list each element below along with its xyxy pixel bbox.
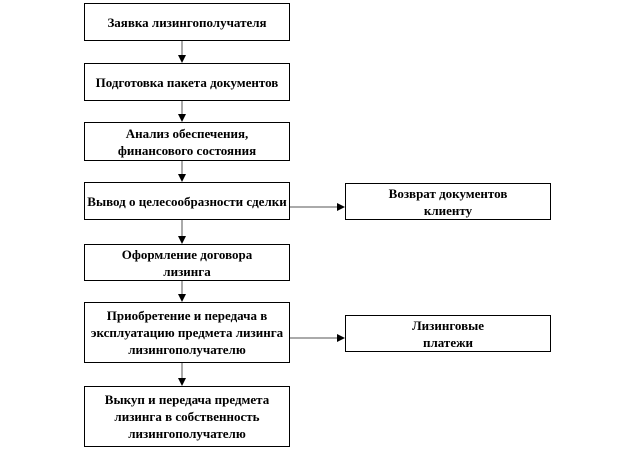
step-application: Заявка лизингополучателя — [84, 3, 290, 41]
step-label: Вывод о целесообразности сделки — [87, 193, 287, 209]
step-analysis: Анализ обеспечения, финансового состояни… — [84, 122, 290, 161]
side-leasing-payments: Лизинговые платежи — [345, 315, 551, 352]
step-label: Анализ обеспечения, финансового состояни… — [117, 125, 257, 158]
step-decision: Вывод о целесообразности сделки — [84, 182, 290, 220]
step-label: Выкуп и передача предмета лизинга в собс… — [104, 392, 270, 441]
side-label: Лизинговые платежи — [411, 317, 485, 350]
step-label: Заявка лизингополучателя — [107, 14, 267, 30]
step-documents: Подготовка пакета документов — [84, 63, 290, 101]
step-acquisition: Приобретение и передача в эксплуатацию п… — [84, 302, 290, 363]
step-label: Оформление договора лизинга — [121, 246, 253, 279]
side-label: Возврат документов клиенту — [388, 185, 508, 218]
step-label: Приобретение и передача в эксплуатацию п… — [90, 308, 284, 357]
side-return-documents: Возврат документов клиенту — [345, 183, 551, 220]
step-label: Подготовка пакета документов — [95, 74, 279, 90]
step-buyout: Выкуп и передача предмета лизинга в собс… — [84, 386, 290, 447]
step-contract: Оформление договора лизинга — [84, 244, 290, 281]
